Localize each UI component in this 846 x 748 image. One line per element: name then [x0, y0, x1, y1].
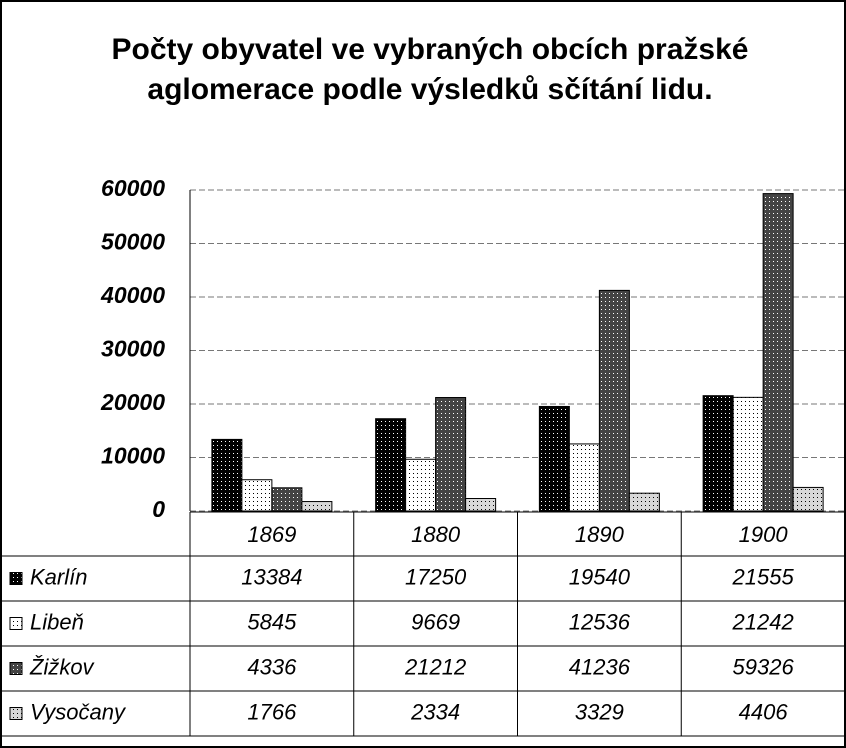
table-cell: 21212	[404, 654, 466, 679]
table-cell: 9669	[411, 609, 460, 634]
bar	[465, 498, 497, 512]
legend-label: Žižkov	[29, 654, 96, 679]
bar	[241, 479, 273, 512]
legend-swatch	[9, 617, 23, 630]
bar	[762, 193, 794, 512]
legend-swatch	[9, 572, 23, 585]
bar	[211, 438, 243, 512]
legend-label: Karlín	[30, 564, 87, 589]
bar	[435, 397, 467, 512]
bar	[792, 486, 824, 512]
y-tick-label: 60000	[101, 175, 165, 201]
y-tick-label: 50000	[101, 229, 165, 255]
x-tick-label: 1869	[247, 522, 296, 547]
y-tick-label: 30000	[101, 336, 165, 362]
table-cell: 21555	[732, 564, 795, 589]
table-cell: 4336	[247, 654, 297, 679]
y-tick-label: 0	[152, 496, 165, 522]
table-cell: 2334	[410, 699, 460, 724]
table-cell: 3329	[575, 699, 624, 724]
y-tick-label: 40000	[100, 282, 165, 308]
bar	[271, 487, 303, 512]
legend-swatch	[9, 707, 23, 720]
y-tick-label: 20000	[100, 389, 165, 415]
y-tick-label: 10000	[101, 443, 165, 469]
bar	[568, 443, 600, 512]
x-tick-label: 1880	[411, 522, 461, 547]
x-tick-label: 1890	[575, 522, 625, 547]
table-cell: 13384	[241, 564, 302, 589]
bar	[301, 501, 333, 512]
table-cell: 41236	[569, 654, 631, 679]
legend-label: Vysočany	[30, 699, 127, 724]
bar	[732, 396, 764, 512]
table-cell: 21242	[732, 609, 794, 634]
table-cell: 19540	[569, 564, 631, 589]
table-cell: 5845	[247, 609, 297, 634]
table-cell: 4406	[739, 699, 789, 724]
legend-swatch	[9, 662, 23, 675]
bar	[538, 405, 570, 512]
x-tick-label: 1900	[739, 522, 789, 547]
bar	[405, 458, 437, 512]
legend-label: Libeň	[30, 609, 84, 634]
bar	[702, 395, 734, 512]
bar	[598, 289, 630, 512]
bar	[375, 418, 407, 512]
table-cell: 1766	[247, 699, 297, 724]
table-cell: 59326	[733, 654, 795, 679]
table-cell: 12536	[569, 609, 631, 634]
chart-title: Počty obyvatel ve vybraných obcích pražs…	[111, 33, 749, 106]
table-cell: 17250	[405, 564, 467, 589]
bar	[628, 492, 660, 512]
